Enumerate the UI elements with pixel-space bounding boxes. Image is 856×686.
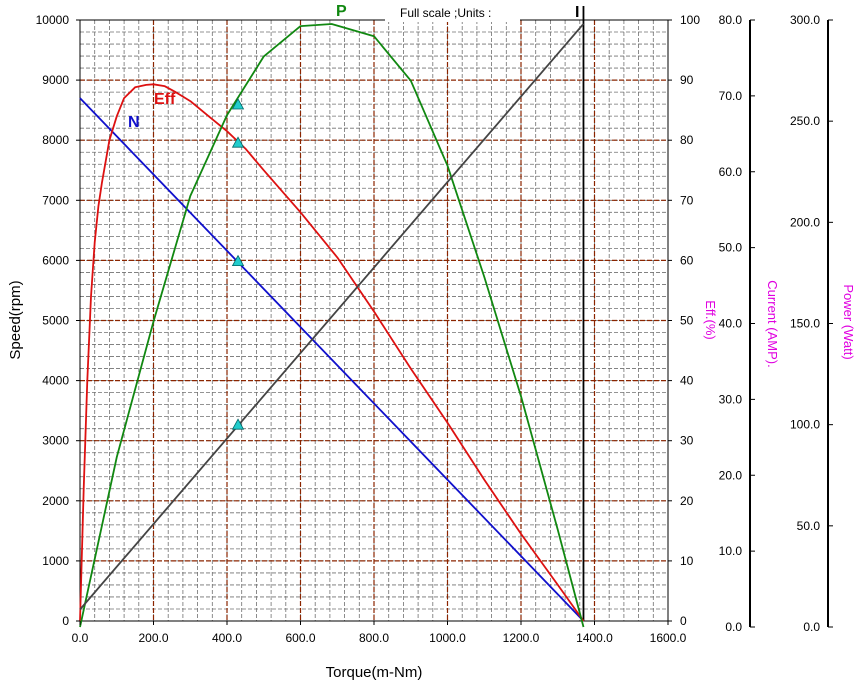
curve-label-p: P xyxy=(336,3,347,20)
x-tick-label: 600.0 xyxy=(285,631,315,645)
curve-labels: N Eff P I xyxy=(128,3,579,131)
curve-label-i: I xyxy=(575,4,579,21)
power-axis-ticks: 0.0 50.0 100.0 150.0 200.0 250.0 300.0 xyxy=(790,13,833,634)
eff-tick-label: 0 xyxy=(680,614,687,628)
speed-tick-label: 2000 xyxy=(42,494,69,508)
full-scale-note: Full scale ;Units : xyxy=(400,6,491,20)
x-tick-label: 0.0 xyxy=(72,631,89,645)
x-tick-label: 800.0 xyxy=(359,631,389,645)
curve-p xyxy=(79,23,585,628)
speed-tick-label: 10000 xyxy=(36,13,70,27)
eff-tick-label: 30 xyxy=(680,434,694,448)
speed-tick-label: 9000 xyxy=(42,73,69,87)
speed-axis-title: Speed(rpm) xyxy=(7,280,24,359)
power-tick-label: 200.0 xyxy=(790,215,820,229)
note-background xyxy=(385,4,520,22)
x-tick-label: 1000.0 xyxy=(429,631,466,645)
x-tick-label: 1200.0 xyxy=(503,631,540,645)
power-axis-title: Power (Watt) xyxy=(841,284,856,359)
x-axis-title: Torque(m-Nm) xyxy=(326,664,423,681)
speed-tick-label: 5000 xyxy=(42,314,69,328)
speed-tick-label: 8000 xyxy=(42,133,69,147)
eff-tick-label: 90 xyxy=(680,73,694,87)
power-tick-label: 250.0 xyxy=(790,114,820,128)
current-tick-label: 40.0 xyxy=(719,317,743,331)
eff-tick-label: 60 xyxy=(680,253,694,267)
x-tick-label: 200.0 xyxy=(138,631,168,645)
speed-tick-label: 4000 xyxy=(42,374,69,388)
curves xyxy=(79,23,585,628)
speed-tick-label: 6000 xyxy=(42,253,69,267)
power-tick-label: 0.0 xyxy=(803,620,820,634)
current-tick-label: 50.0 xyxy=(719,241,743,255)
current-tick-label: 70.0 xyxy=(719,89,743,103)
current-tick-label: 10.0 xyxy=(719,544,743,558)
current-tick-label: 20.0 xyxy=(719,468,743,482)
eff-tick-label: 80 xyxy=(680,133,694,147)
eff-tick-label: 50 xyxy=(680,314,694,328)
current-tick-label: 60.0 xyxy=(719,165,743,179)
rated-marker-n xyxy=(231,254,245,267)
speed-tick-label: 7000 xyxy=(42,193,69,207)
curve-label-eff: Eff xyxy=(154,91,176,108)
speed-tick-label: 1000 xyxy=(42,554,69,568)
x-tick-label: 1600.0 xyxy=(650,631,687,645)
power-tick-label: 300.0 xyxy=(790,13,820,27)
eff-tick-label: 40 xyxy=(680,374,694,388)
current-tick-label: 0.0 xyxy=(725,620,742,634)
power-tick-label: 150.0 xyxy=(790,317,820,331)
curve-i xyxy=(79,23,585,611)
speed-tick-label: 3000 xyxy=(42,434,69,448)
curve-eff xyxy=(79,83,585,622)
current-tick-label: 80.0 xyxy=(719,13,743,27)
speed-tick-label: 0 xyxy=(62,614,69,628)
x-tick-label: 400.0 xyxy=(212,631,242,645)
curve-label-n: N xyxy=(128,114,140,131)
power-tick-label: 100.0 xyxy=(790,418,820,432)
current-axis-title: Current (AMP). xyxy=(765,280,780,367)
eff-tick-label: 100 xyxy=(680,13,700,27)
rated-marker-i xyxy=(231,418,245,430)
current-axis-ticks: 0.0 10.0 20.0 30.0 40.0 50.0 60.0 70.0 80.0 xyxy=(719,13,755,634)
eff-tick-label: 20 xyxy=(680,494,694,508)
eff-tick-label: 10 xyxy=(680,554,694,568)
rated-markers xyxy=(231,98,245,430)
x-tick-label: 1400.0 xyxy=(576,631,613,645)
rated-marker-eff xyxy=(231,136,245,148)
eff-tick-label: 70 xyxy=(680,193,694,207)
current-tick-label: 30.0 xyxy=(719,392,743,406)
power-tick-label: 50.0 xyxy=(797,519,821,533)
speed-axis-ticks: 0 1000 2000 3000 4000 5000 6000 7000 8000 9000 100… xyxy=(36,13,80,628)
major-gridlines xyxy=(80,20,668,621)
eff-axis-title: Eff.(%) xyxy=(703,300,718,340)
curve-n xyxy=(79,97,585,622)
rated-marker-p xyxy=(231,98,245,110)
eff-axis-ticks: 0 10 20 30 40 50 60 70 80 90 100 xyxy=(668,13,700,628)
x-axis-ticks: 0.0 200.0 400.0 600.0 800.0 1000.0 1200.0 1400.… xyxy=(72,621,687,645)
